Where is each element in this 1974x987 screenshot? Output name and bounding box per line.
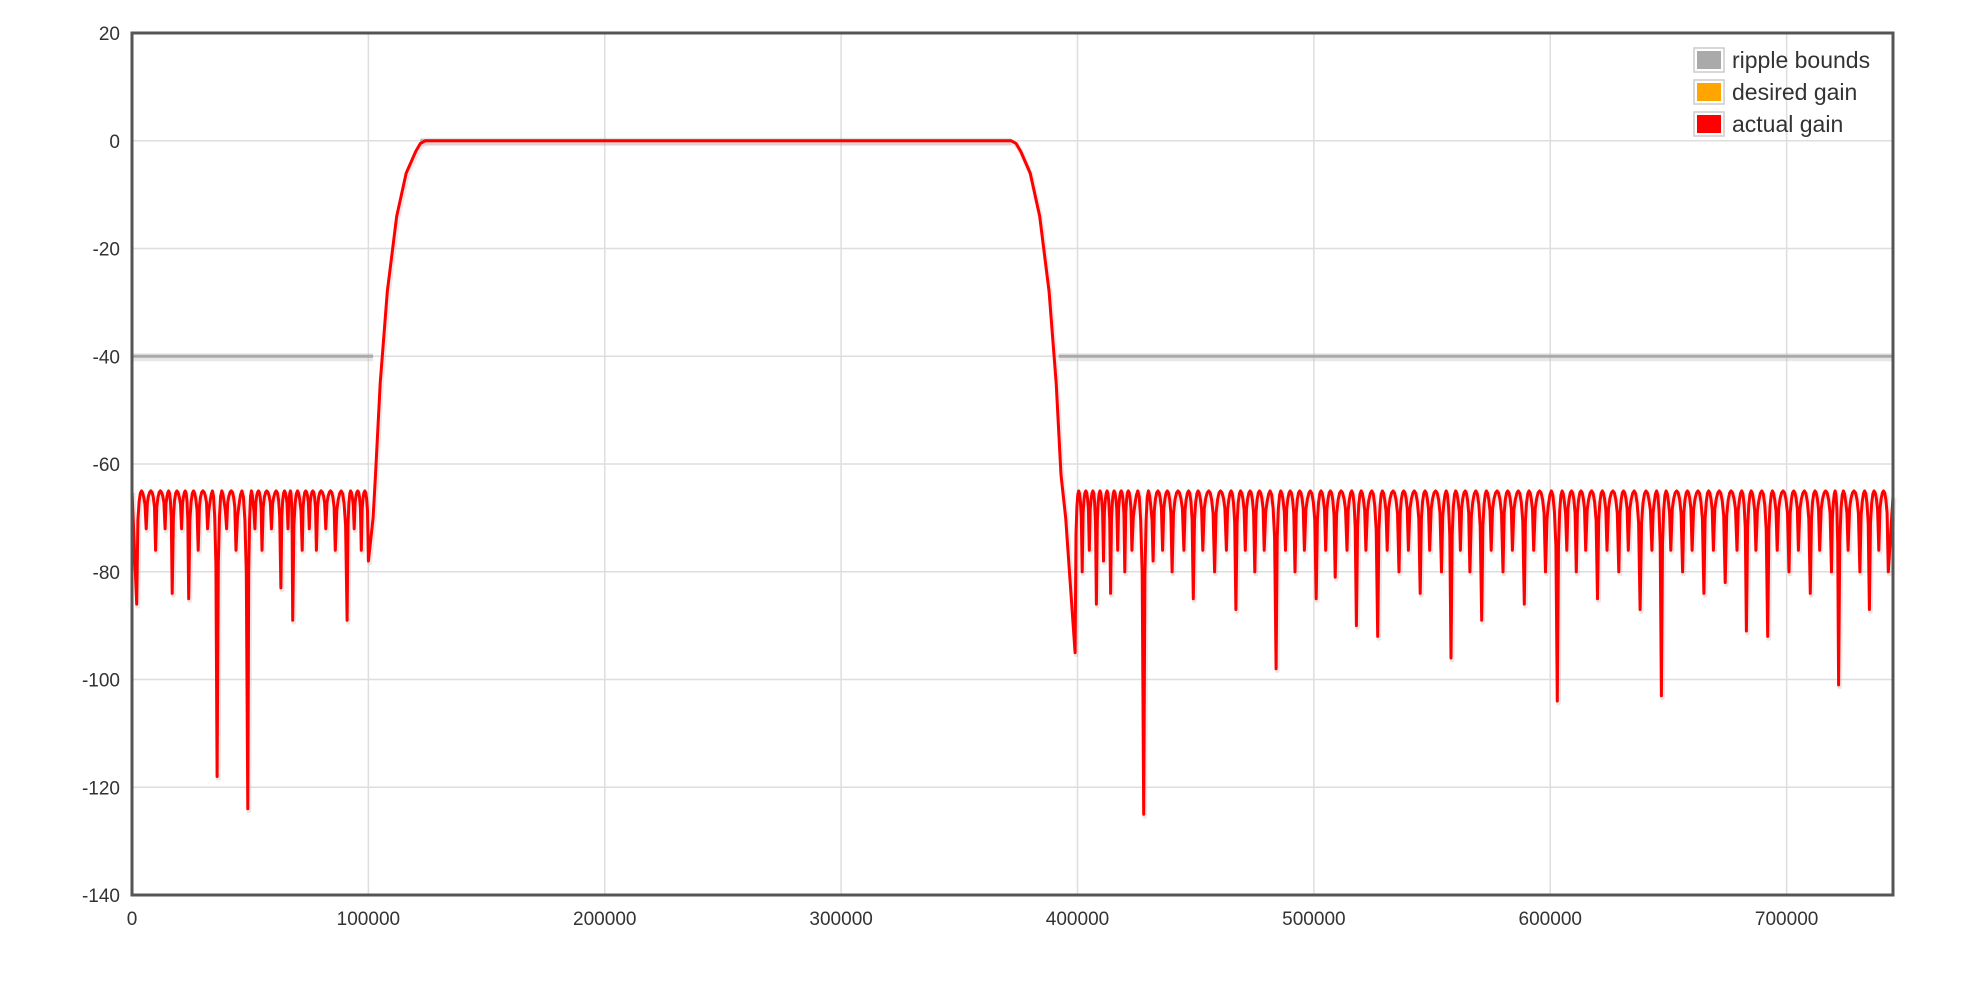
- x-tick-label: 100000: [337, 909, 400, 930]
- y-tick-label: -140: [82, 886, 120, 907]
- x-tick-label: 200000: [573, 909, 636, 930]
- x-tick-label: 0: [127, 909, 138, 930]
- legend-label: desired gain: [1732, 79, 1857, 105]
- y-tick-label: 0: [109, 132, 120, 153]
- axis-layer: 0 100000 200000 300000 400000 500000 600000 700…: [82, 24, 1895, 930]
- legend-swatch: [1697, 83, 1721, 101]
- y-tick-label: -80: [93, 563, 120, 584]
- x-tick-label: 500000: [1282, 909, 1345, 930]
- y-tick-label: -120: [82, 778, 120, 799]
- y-tick-label: 20: [99, 24, 120, 45]
- y-tick-label: -20: [93, 240, 120, 261]
- legend-swatch: [1697, 51, 1721, 69]
- actual-gain-line: [130, 139, 1895, 816]
- grid-layer: [131, 32, 1893, 896]
- plot-frame: [130, 31, 1895, 897]
- y-tick-label: -100: [82, 671, 120, 692]
- legend-label: ripple bounds: [1732, 47, 1870, 73]
- x-tick-label: 300000: [809, 909, 872, 930]
- legend-swatch: [1697, 115, 1721, 133]
- legend-label: actual gain: [1732, 111, 1843, 137]
- x-tick-label: 400000: [1046, 909, 1109, 930]
- x-tick-label: 700000: [1755, 909, 1818, 930]
- legend: ripple bounds desired gain actual gain: [1693, 47, 1870, 137]
- x-tick-label: 600000: [1519, 909, 1582, 930]
- y-tick-label: -60: [93, 455, 120, 476]
- y-tick-label: -40: [93, 347, 120, 368]
- series-layer: [130, 137, 1897, 819]
